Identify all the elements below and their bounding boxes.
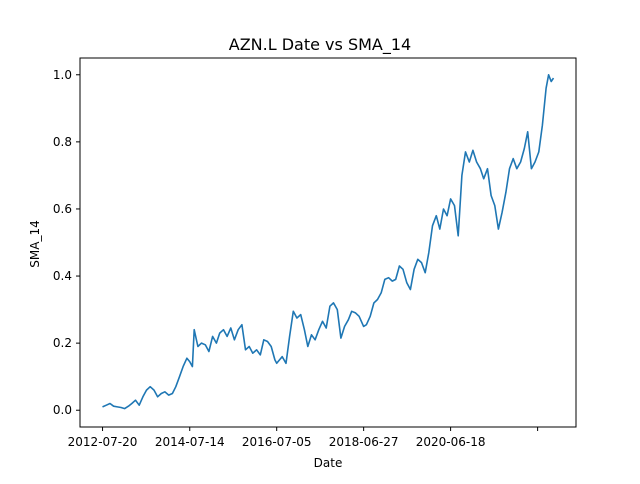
x-tick-label: 2016-07-05 <box>242 435 312 449</box>
x-tick-label: 2014-07-14 <box>155 435 225 449</box>
y-tick-label: 0.2 <box>53 336 72 350</box>
y-tick-label: 0.6 <box>53 202 72 216</box>
y-axis-label: SMA_14 <box>28 220 42 267</box>
chart-title: AZN.L Date vs SMA_14 <box>229 35 411 55</box>
x-axis-ticks: 2012-07-20 2014-07-14 2016-07-05 2018-06-27… <box>68 427 539 449</box>
plot-area-frame <box>79 57 577 428</box>
y-tick-label: 1.0 <box>53 68 72 82</box>
y-axis-ticks: 0.0 0.2 0.4 0.6 0.8 1.0 <box>53 68 80 417</box>
x-axis-label: Date <box>314 456 343 470</box>
y-tick-label: 0.0 <box>53 403 72 417</box>
x-tick-label: 2018-06-27 <box>329 435 399 449</box>
x-tick-label: 2020-06-18 <box>416 435 486 449</box>
y-tick-label: 0.4 <box>53 269 72 283</box>
series-line <box>102 74 555 410</box>
series-group <box>102 74 555 410</box>
x-tick-label: 2012-07-20 <box>68 435 138 449</box>
y-tick-label: 0.8 <box>53 135 72 149</box>
